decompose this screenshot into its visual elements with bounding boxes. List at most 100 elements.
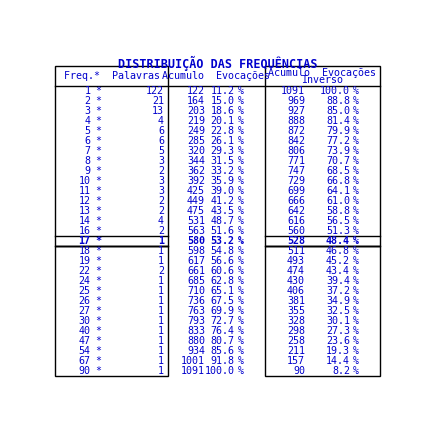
Text: *: * [95, 86, 101, 96]
Text: *: * [95, 96, 101, 106]
Text: 4: 4 [158, 116, 164, 126]
Text: 699: 699 [287, 186, 305, 196]
Text: %: % [238, 346, 244, 356]
Text: Inverso: Inverso [301, 74, 343, 85]
Text: 833: 833 [187, 326, 205, 336]
Text: *: * [95, 286, 101, 296]
Text: 1: 1 [158, 256, 164, 266]
Text: %: % [353, 316, 359, 326]
Text: 30.1: 30.1 [326, 316, 350, 326]
Text: 6: 6 [84, 136, 91, 146]
Text: %: % [353, 126, 359, 136]
Text: %: % [353, 216, 359, 226]
Text: 771: 771 [287, 156, 305, 166]
Text: *: * [95, 246, 101, 256]
Text: 1: 1 [158, 246, 164, 256]
Text: DISTRIBUIÇÃO DAS FREQUÊNCIAS: DISTRIBUIÇÃO DAS FREQUÊNCIAS [118, 56, 317, 71]
Text: *: * [95, 106, 101, 116]
Text: 425: 425 [187, 186, 205, 196]
Text: 3: 3 [84, 106, 91, 116]
Text: 381: 381 [287, 296, 305, 306]
Text: 1: 1 [158, 306, 164, 316]
Text: %: % [353, 256, 359, 266]
Text: %: % [238, 126, 244, 136]
Text: %: % [238, 366, 244, 376]
Text: 6: 6 [158, 136, 164, 146]
Text: 31.5: 31.5 [210, 156, 235, 166]
Text: 20.1: 20.1 [210, 116, 235, 126]
Text: 11: 11 [78, 186, 91, 196]
Text: %: % [238, 316, 244, 326]
Text: %: % [353, 346, 359, 356]
Text: %: % [353, 116, 359, 126]
Text: 1: 1 [158, 346, 164, 356]
Text: *: * [95, 166, 101, 176]
Text: %: % [238, 226, 244, 236]
Text: %: % [353, 266, 359, 276]
Text: *: * [95, 336, 101, 346]
Text: 5: 5 [158, 146, 164, 156]
Text: 69.9: 69.9 [210, 306, 235, 316]
Text: 77.2: 77.2 [326, 136, 350, 146]
Text: %: % [353, 196, 359, 206]
Text: *: * [95, 306, 101, 316]
Text: 27: 27 [78, 306, 91, 316]
Text: 806: 806 [287, 146, 305, 156]
Text: *: * [95, 226, 101, 236]
Text: *: * [95, 346, 101, 356]
Text: 25: 25 [78, 286, 91, 296]
Text: 531: 531 [187, 216, 205, 226]
Text: %: % [238, 276, 244, 286]
Text: %: % [353, 206, 359, 216]
Text: *: * [95, 126, 101, 136]
Text: 23.6: 23.6 [326, 336, 350, 346]
Text: 68.5: 68.5 [326, 166, 350, 176]
Text: 16: 16 [78, 226, 91, 236]
Text: %: % [353, 276, 359, 286]
Text: 48.7: 48.7 [210, 216, 235, 226]
Text: 39.4: 39.4 [326, 276, 350, 286]
Text: 67: 67 [78, 356, 91, 366]
Text: 122: 122 [187, 86, 205, 96]
Text: 46.8: 46.8 [326, 246, 350, 256]
Text: 34.9: 34.9 [326, 296, 350, 306]
Text: %: % [353, 146, 359, 156]
Text: 88.8: 88.8 [326, 96, 350, 106]
Text: 4: 4 [158, 216, 164, 226]
Text: 164: 164 [187, 96, 205, 106]
Text: 56.5: 56.5 [326, 216, 350, 226]
Text: %: % [238, 186, 244, 196]
Text: *: * [95, 196, 101, 206]
Text: 15.0: 15.0 [210, 96, 235, 106]
Text: %: % [353, 326, 359, 336]
Text: 1: 1 [158, 236, 164, 246]
Text: *: * [95, 296, 101, 306]
Text: 642: 642 [287, 206, 305, 216]
Text: 1001: 1001 [181, 356, 205, 366]
Text: %: % [238, 116, 244, 126]
Text: 616: 616 [287, 216, 305, 226]
Text: %: % [353, 156, 359, 166]
Text: 37.2: 37.2 [326, 286, 350, 296]
Text: *: * [95, 156, 101, 166]
Text: 157: 157 [287, 356, 305, 366]
Text: 249: 249 [187, 126, 205, 136]
Text: 258: 258 [287, 336, 305, 346]
Text: 842: 842 [287, 136, 305, 146]
Text: 747: 747 [287, 166, 305, 176]
Text: 203: 203 [187, 106, 205, 116]
Text: 475: 475 [187, 206, 205, 216]
Text: Freq.*  Palavras: Freq.* Palavras [64, 71, 160, 81]
Text: Acumulo  Evocações: Acumulo Evocações [269, 68, 377, 78]
Text: 26.1: 26.1 [210, 136, 235, 146]
Text: 22.8: 22.8 [210, 126, 235, 136]
Text: 2: 2 [158, 166, 164, 176]
Text: %: % [353, 236, 359, 246]
Text: 474: 474 [287, 266, 305, 276]
Text: 67.5: 67.5 [210, 296, 235, 306]
Text: *: * [95, 236, 101, 246]
Text: 47: 47 [78, 336, 91, 346]
Text: 100.0: 100.0 [320, 86, 350, 96]
Text: %: % [238, 326, 244, 336]
Text: %: % [353, 296, 359, 306]
